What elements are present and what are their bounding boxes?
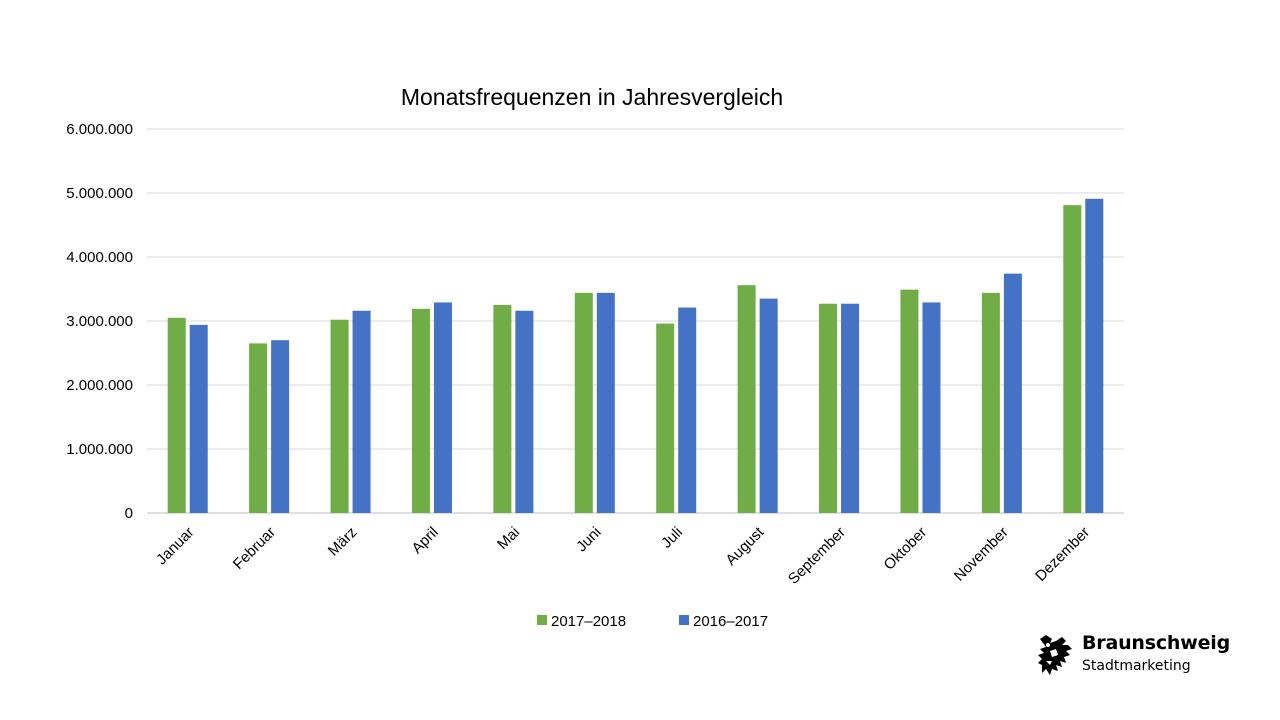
bar-series-2 [596,292,615,513]
y-tick-label: 2.000.000 [66,377,133,394]
gridlines [147,128,1124,514]
bar-series-2 [841,303,860,513]
y-tick-label: 6.000.000 [66,121,133,138]
bar-series-1 [330,319,349,513]
bar-series-2 [433,302,452,513]
x-tick-label: Mai [494,524,523,553]
braunschweig-logo: Braunschweig Stadtmarketing [1036,632,1230,682]
bar-series-2 [1003,273,1022,513]
x-tick-label: Oktober [881,524,931,574]
x-tick-label: März [325,524,361,560]
bar-series-1 [819,303,838,513]
x-tick-label: Dezember [1032,524,1093,585]
x-axis: Januar Februar März April Mai Juni Juli August S… [153,523,1093,587]
legend: 2017–2018 2016–2017 [537,613,768,630]
x-tick-label: September [785,524,849,588]
x-tick-label: August [722,523,768,569]
logo-name: Braunschweig [1082,632,1230,654]
bar-series-1 [1063,205,1082,513]
bar-series-1 [737,285,756,513]
legend-label-series-1: 2017–2018 [551,613,626,630]
legend-swatch-series-1 [537,615,547,625]
logo-subtitle: Stadtmarketing [1082,658,1191,674]
bar-series-2 [352,310,371,513]
bar-series-1 [900,289,919,513]
bar-series-1 [167,317,186,513]
bar-series-2 [189,324,208,513]
y-tick-label: 1.000.000 [66,441,133,458]
bar-series-1 [411,308,430,513]
bar-series-1 [493,305,512,513]
legend-label-series-2: 2016–2017 [693,613,768,630]
y-tick-label: 4.000.000 [66,249,133,266]
bar-series-2 [515,310,534,513]
x-tick-label: November [951,524,1012,585]
legend-swatch-series-2 [679,615,689,625]
bar-series-1 [249,343,268,513]
bar-series-1 [981,292,1000,513]
y-axis: 0 1.000.000 2.000.000 3.000.000 4.000.000 5.0… [66,121,133,522]
bar-series-2 [1085,198,1104,513]
bars [167,198,1104,513]
bar-series-1 [574,292,593,513]
bar-series-2 [678,307,697,513]
y-tick-label: 5.000.000 [66,185,133,202]
x-tick-label: April [409,524,442,557]
x-tick-label: Juli [658,524,686,552]
y-tick-label: 3.000.000 [66,313,133,330]
bar-series-2 [922,302,941,513]
x-tick-label: Februar [230,524,279,573]
bar-series-2 [271,340,290,513]
chart-title: Monatsfrequenzen in Jahresvergleich [401,84,783,110]
y-tick-label: 0 [125,505,133,522]
bar-series-1 [656,323,675,513]
x-tick-label: Juni [573,524,604,555]
lion-icon [1038,635,1072,675]
x-tick-label: Januar [153,524,197,568]
bar-series-2 [759,298,778,513]
